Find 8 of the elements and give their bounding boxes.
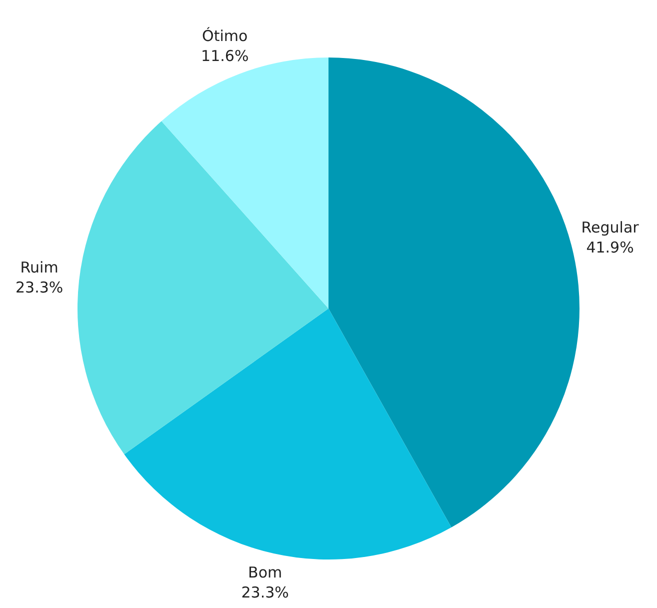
data-label: 23.3% — [15, 278, 64, 296]
slice-label: Ótimo — [202, 26, 248, 45]
data-label: 11.6% — [201, 46, 249, 65]
slice-label: Bom — [248, 564, 282, 582]
slice-label: Regular — [581, 218, 640, 236]
data-label: 23.3% — [241, 584, 289, 602]
slice-label: Ruim — [20, 258, 58, 276]
data-label: 41.9% — [586, 238, 634, 256]
